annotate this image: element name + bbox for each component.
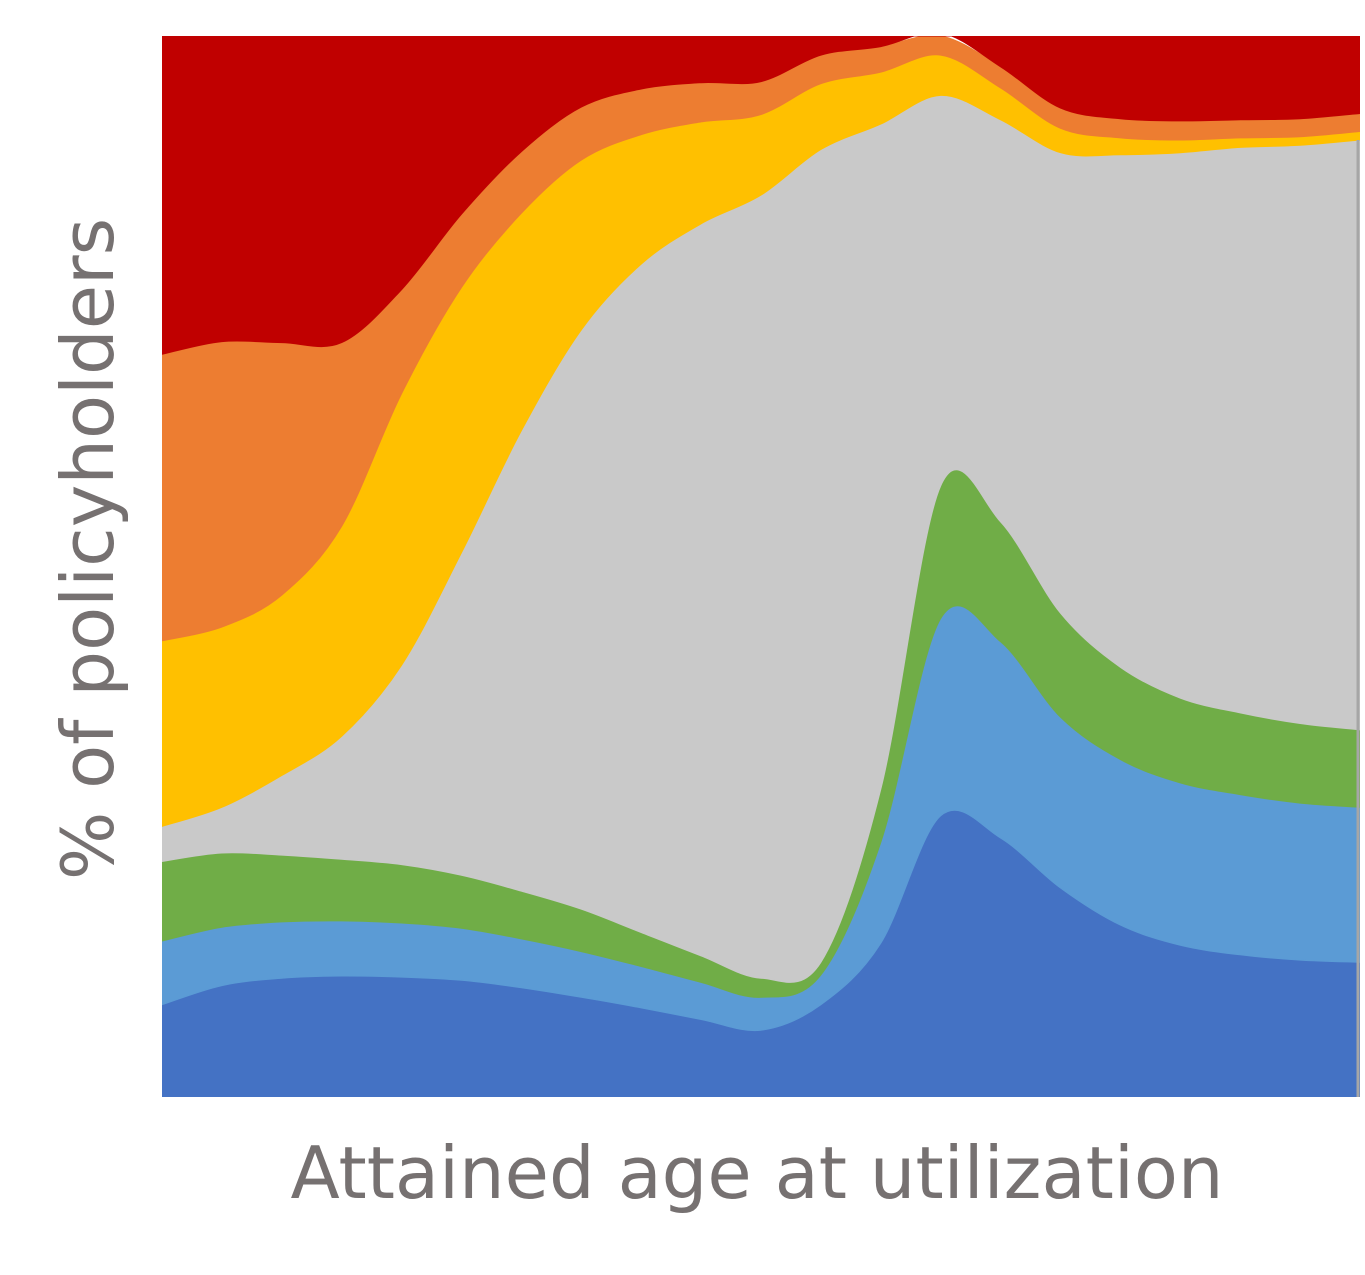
- area-series-7: [162, 36, 1360, 355]
- x-axis-label: Attained age at utilization: [290, 1131, 1223, 1215]
- y-axis-label: % of policyholders: [46, 218, 130, 880]
- plot-area: [162, 36, 1360, 1097]
